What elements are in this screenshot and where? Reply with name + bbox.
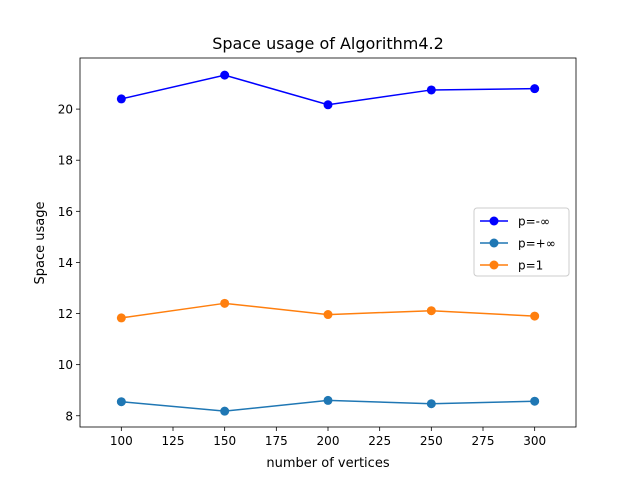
series-2-point [220,406,230,416]
x-tick-label: 100 [110,434,133,448]
legend-label: p=-∞ [518,215,550,229]
x-tick-label: 300 [523,434,546,448]
x-tick-label: 250 [420,434,443,448]
series-2-point [530,396,540,406]
x-tick-label: 275 [472,434,495,448]
series-2-point [426,399,436,409]
chart-title: Space usage of Algorithm4.2 [212,34,444,53]
series-1-point [530,84,540,94]
series-2-point [116,397,126,407]
plot-area: 100 125 150 175 200 225 250 275 300 8 10 12 14 16 18 20 [58,57,577,448]
series-1-point [116,94,126,104]
x-tick-label: 225 [368,434,391,448]
legend-swatch-marker [489,216,499,226]
series-1-point [220,70,230,80]
x-tick-label: 150 [213,434,236,448]
x-tick-label: 175 [265,434,288,448]
series-3-point [116,313,126,323]
y-tick-label: 14 [58,256,73,270]
series-1-point [426,85,436,95]
legend-label: p=1 [518,259,543,273]
legend-swatch-marker [489,260,499,270]
legend-label: p=+∞ [518,237,556,251]
legend-swatch-marker [489,238,499,248]
y-tick-label: 12 [58,307,73,321]
y-tick-label: 8 [65,409,73,423]
y-tick-label: 10 [58,358,73,372]
y-axis-label: Space usage [33,202,48,285]
axes-frame [79,57,577,428]
series-3-point [323,310,333,320]
series-3-point [426,306,436,316]
legend-box [473,207,570,277]
series-1-point [323,100,333,110]
series-3-point [220,298,230,308]
x-tick-label: 200 [317,434,340,448]
series-2-point [323,395,333,405]
x-axis-label: number of vertices [266,456,389,471]
y-tick-label: 20 [58,103,73,117]
legend: p=-∞ p=+∞ p=1 [473,207,570,277]
y-tick-label: 16 [58,205,73,219]
y-tick-label: 18 [58,154,73,168]
series-3-point [530,311,540,321]
x-tick-label: 125 [162,434,185,448]
